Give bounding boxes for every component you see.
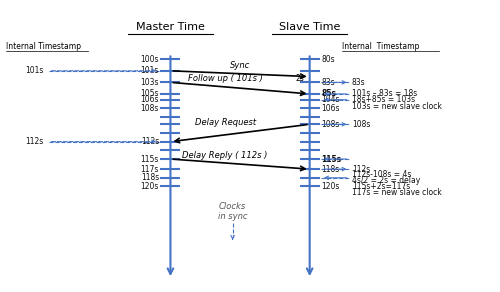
Text: 115s: 115s (321, 154, 341, 164)
Text: 108s: 108s (321, 120, 340, 129)
Text: 118s: 118s (141, 173, 159, 182)
Text: 106s: 106s (140, 95, 159, 104)
Text: 108s: 108s (140, 104, 159, 113)
Text: 117s: 117s (140, 165, 159, 174)
Text: Delay Reply ( 112s ): Delay Reply ( 112s ) (182, 151, 268, 160)
Text: Master Time: Master Time (136, 22, 205, 32)
Text: 83s: 83s (321, 78, 334, 87)
Text: Follow up ( 101s ): Follow up ( 101s ) (188, 74, 262, 83)
Text: 112s: 112s (26, 137, 44, 146)
Text: 106s: 106s (321, 104, 340, 113)
Text: 115s: 115s (140, 154, 159, 164)
Text: 18s+85s = 103s: 18s+85s = 103s (352, 95, 415, 104)
Text: 112s-108s = 4s: 112s-108s = 4s (352, 171, 412, 179)
Text: Slave Time: Slave Time (279, 22, 340, 32)
Text: 85s: 85s (321, 89, 336, 98)
Text: 100s: 100s (140, 55, 159, 64)
Text: 117s = new slave clock: 117s = new slave clock (352, 188, 442, 197)
Text: 104s: 104s (321, 95, 340, 104)
Text: 105s: 105s (140, 89, 159, 98)
Text: Clocks
in sync: Clocks in sync (218, 202, 248, 221)
Text: 120s: 120s (321, 182, 340, 191)
Text: Internal  Timestamp: Internal Timestamp (342, 41, 419, 51)
Text: 4s/2 = 2s = delay: 4s/2 = 2s = delay (352, 176, 420, 185)
Text: 108s: 108s (352, 120, 370, 129)
Text: 80s: 80s (321, 55, 334, 64)
Text: 83s: 83s (352, 78, 366, 87)
Text: 120s: 120s (140, 182, 159, 191)
Text: Sync: Sync (230, 61, 250, 70)
Text: 103s = new slave clock: 103s = new slave clock (352, 102, 442, 111)
Text: 112s: 112s (141, 137, 159, 146)
Text: 101s – 83s = 18s: 101s – 83s = 18s (352, 89, 417, 98)
Text: Delay Request: Delay Request (194, 118, 256, 127)
Text: 115s+2s=117s: 115s+2s=117s (352, 182, 410, 191)
Text: Internal Timestamp: Internal Timestamp (6, 41, 82, 51)
Text: 103s: 103s (140, 78, 159, 87)
Text: 2s: 2s (296, 74, 304, 83)
Text: 101s: 101s (140, 66, 159, 75)
Text: 118s: 118s (321, 165, 340, 174)
Text: 101s: 101s (26, 66, 44, 75)
Text: 112s: 112s (352, 165, 370, 174)
